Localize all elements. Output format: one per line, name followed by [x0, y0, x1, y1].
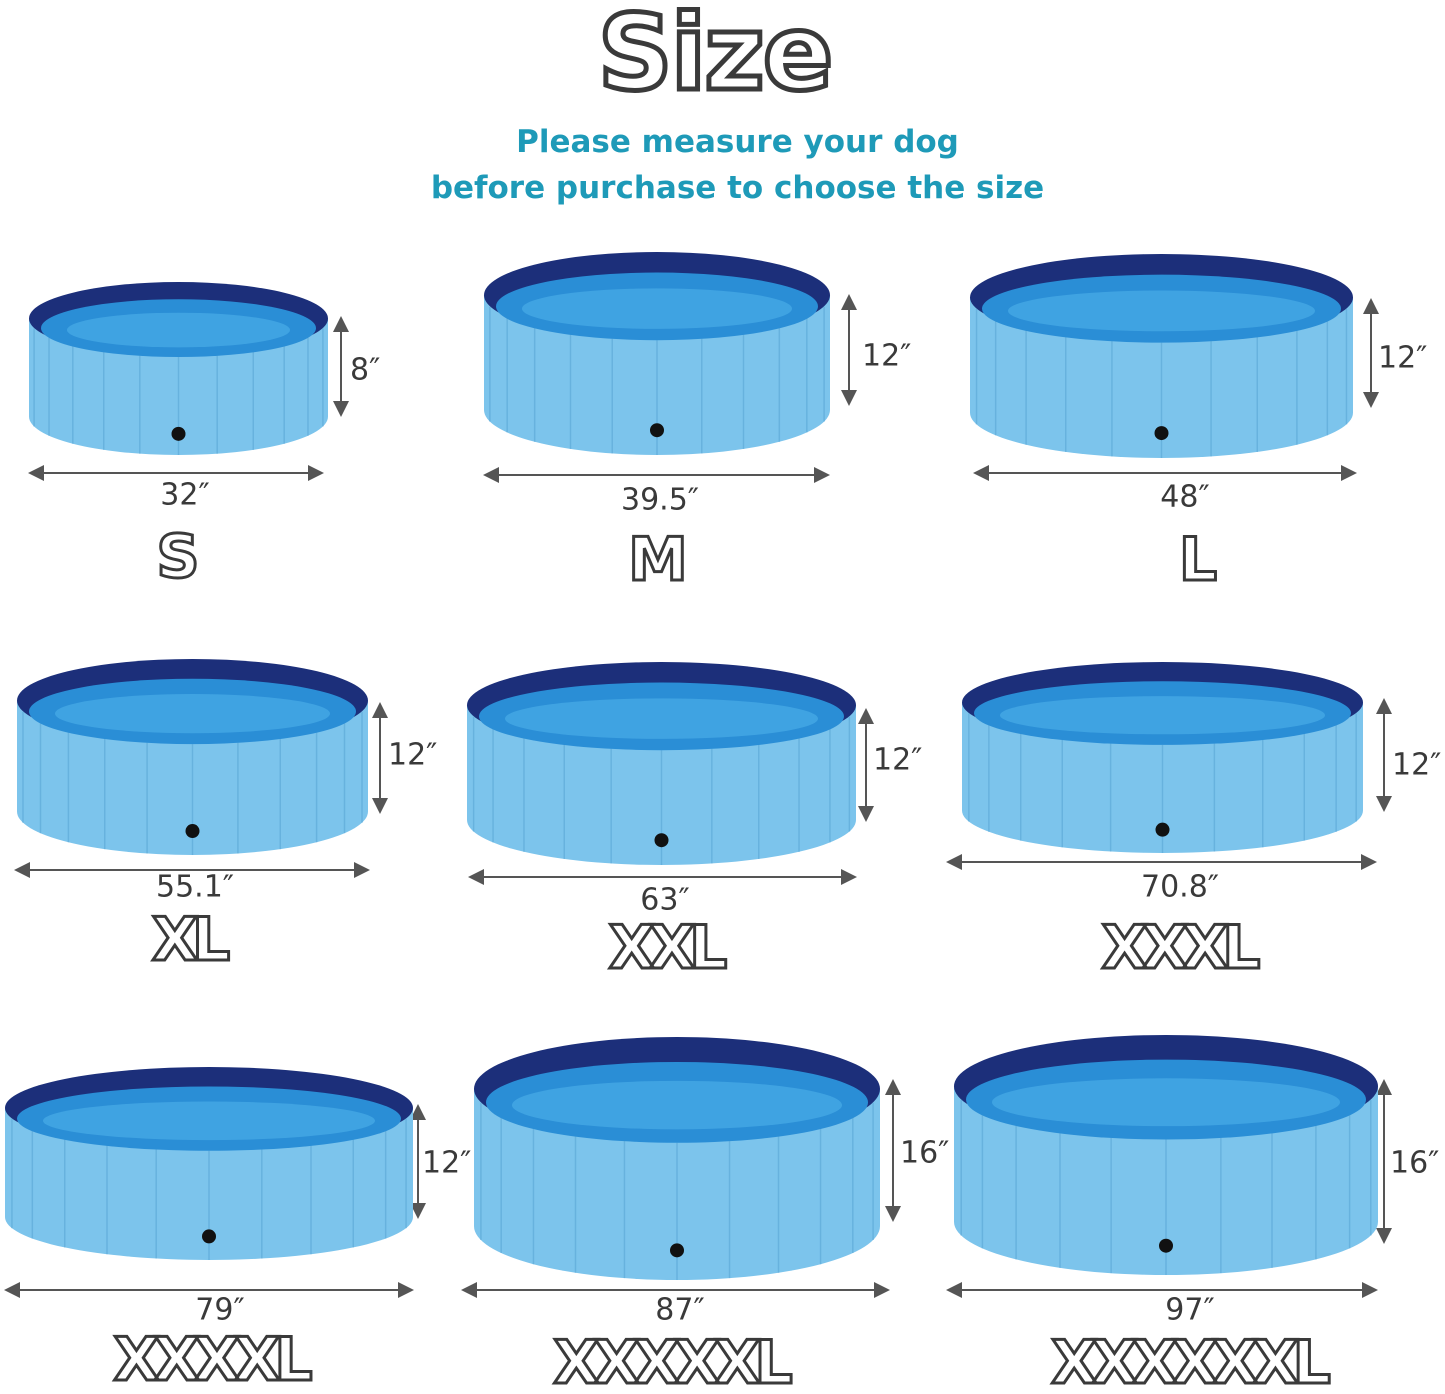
pool-image-xxl [465, 660, 858, 865]
diameter-label: 79″ [195, 1292, 245, 1328]
size-label: XL [150, 904, 231, 977]
diameter-label: 32″ [160, 477, 210, 513]
size-label: L [1177, 524, 1218, 597]
height-label: 12″ [862, 338, 912, 374]
size-label: S [155, 521, 201, 594]
diameter-label: 87″ [655, 1292, 705, 1328]
size-label: XXL [607, 912, 729, 985]
height-label: 12″ [873, 742, 923, 778]
height-label: 16″ [900, 1135, 950, 1171]
diameter-label: 39.5″ [620, 482, 700, 518]
height-label: 8″ [350, 352, 381, 388]
height-label: 12″ [1378, 340, 1428, 376]
pool-image-xxxxxl [472, 1035, 882, 1280]
diameter-label: 48″ [1160, 479, 1210, 515]
size-label: XXXXXL [552, 1327, 795, 1394]
subtitle-line-1: Please measure your dog [516, 124, 959, 160]
pool-image-l [968, 252, 1355, 458]
pool-image-xxxxl [3, 1065, 415, 1260]
diameter-label: 63″ [640, 882, 690, 918]
page-title: Size [595, 0, 836, 117]
subtitle-line-2: before purchase to choose the size [430, 170, 1045, 206]
pool-image-xxxl [960, 660, 1365, 853]
size-label: M [627, 524, 690, 597]
height-label: 16″ [1390, 1145, 1440, 1181]
height-label: 12″ [388, 737, 438, 773]
diameter-label: 70.8″ [1140, 869, 1220, 905]
pool-image-xl [15, 657, 370, 855]
height-label: 12″ [422, 1145, 472, 1181]
pool-image-m [482, 250, 832, 455]
size-label: XXXL [1100, 912, 1262, 985]
diameter-label: 97″ [1165, 1292, 1215, 1328]
height-label: 12″ [1392, 747, 1442, 783]
pool-image-xxxxxxl [952, 1033, 1380, 1275]
size-label: XXXXXXL [1050, 1327, 1333, 1394]
diameter-label: 55.1″ [155, 869, 235, 905]
size-label: XXXXL [112, 1324, 314, 1394]
pool-image-s [27, 280, 330, 455]
